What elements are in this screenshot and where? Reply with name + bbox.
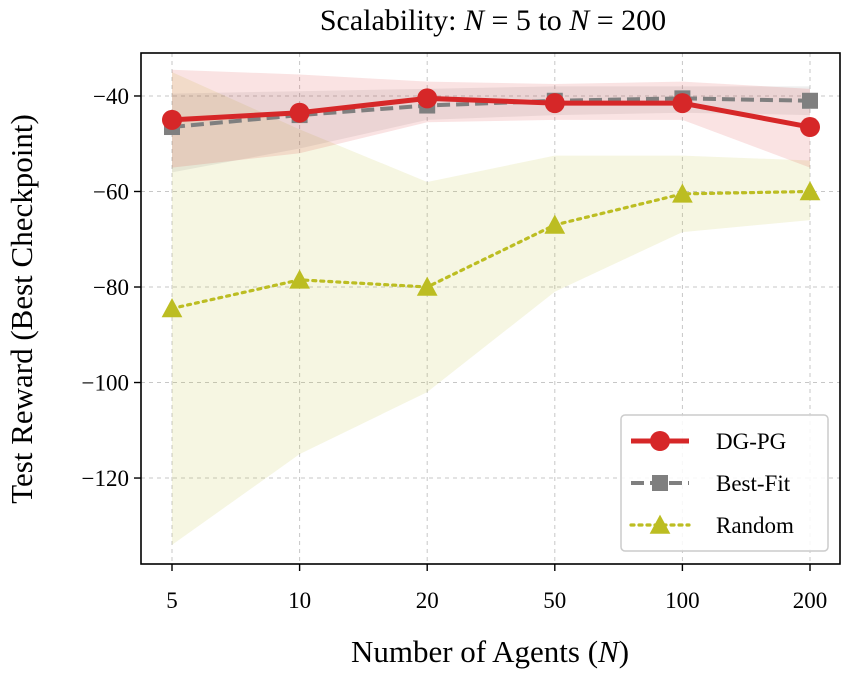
y-tick-label: −120	[82, 466, 129, 491]
legend-marker-best-fit	[652, 475, 668, 491]
text-part: N	[597, 634, 621, 669]
point-best-fit	[802, 92, 818, 109]
y-axis-label: Test Reward (Best Checkpoint)	[4, 114, 39, 504]
x-tick-label: 100	[665, 588, 700, 613]
point-dg-pg	[544, 93, 565, 114]
y-tick-label: −40	[93, 84, 129, 109]
x-axis-ticks: 5 10 20 50 100 200	[166, 564, 827, 613]
line-dg-pg	[171, 95, 811, 130]
legend-marker-dg-pg	[650, 431, 670, 451]
text-part: Number of Agents (	[351, 634, 598, 669]
y-tick-label: −60	[93, 179, 129, 204]
x-tick-label: 10	[288, 588, 311, 613]
x-tick-label: 5	[166, 588, 178, 613]
x-tick-label: 50	[543, 588, 566, 613]
legend-label-random: Random	[716, 513, 794, 538]
band-dg-pg	[172, 69, 810, 168]
x-tick-label: 20	[416, 588, 439, 613]
point-dg-pg	[417, 88, 438, 109]
point-random	[289, 269, 310, 289]
y-tick-label: −80	[93, 275, 129, 300]
chart-title: Scalability: N = 5 to N = 200	[320, 4, 666, 37]
point-dg-pg	[672, 93, 693, 114]
point-dg-pg	[800, 117, 820, 138]
text-part: N	[568, 4, 591, 37]
point-random	[416, 276, 438, 296]
point-random	[799, 181, 821, 201]
line-best-fit	[171, 96, 811, 130]
text-part: = 200	[589, 4, 666, 37]
x-axis-label: Number of Agents (N)	[351, 634, 629, 669]
point-dg-pg	[289, 102, 310, 123]
text-part: = 5 to	[484, 4, 569, 37]
legend-label-dg-pg: DG-PG	[716, 429, 786, 454]
legend-marker-random	[649, 514, 671, 534]
plot-frame	[140, 52, 841, 565]
point-random	[161, 298, 183, 318]
series-markers	[161, 88, 821, 318]
text-part: Scalability:	[320, 4, 464, 37]
point-dg-pg	[162, 109, 182, 130]
text-part: )	[619, 634, 629, 669]
legend-box	[620, 414, 829, 552]
series-lines	[170, 95, 812, 311]
y-axis-ticks: −40 −60 −80 −100 −120	[82, 84, 141, 491]
line-random	[170, 189, 812, 311]
point-random	[672, 183, 693, 203]
legend: DG-PG Best-Fit Random	[620, 414, 829, 552]
text-part: N	[463, 4, 486, 37]
legend-label-best-fit: Best-Fit	[716, 471, 791, 496]
y-tick-label: −100	[82, 371, 129, 396]
band-random	[172, 72, 810, 545]
x-tick-label: 200	[793, 588, 828, 613]
point-random	[544, 214, 566, 234]
